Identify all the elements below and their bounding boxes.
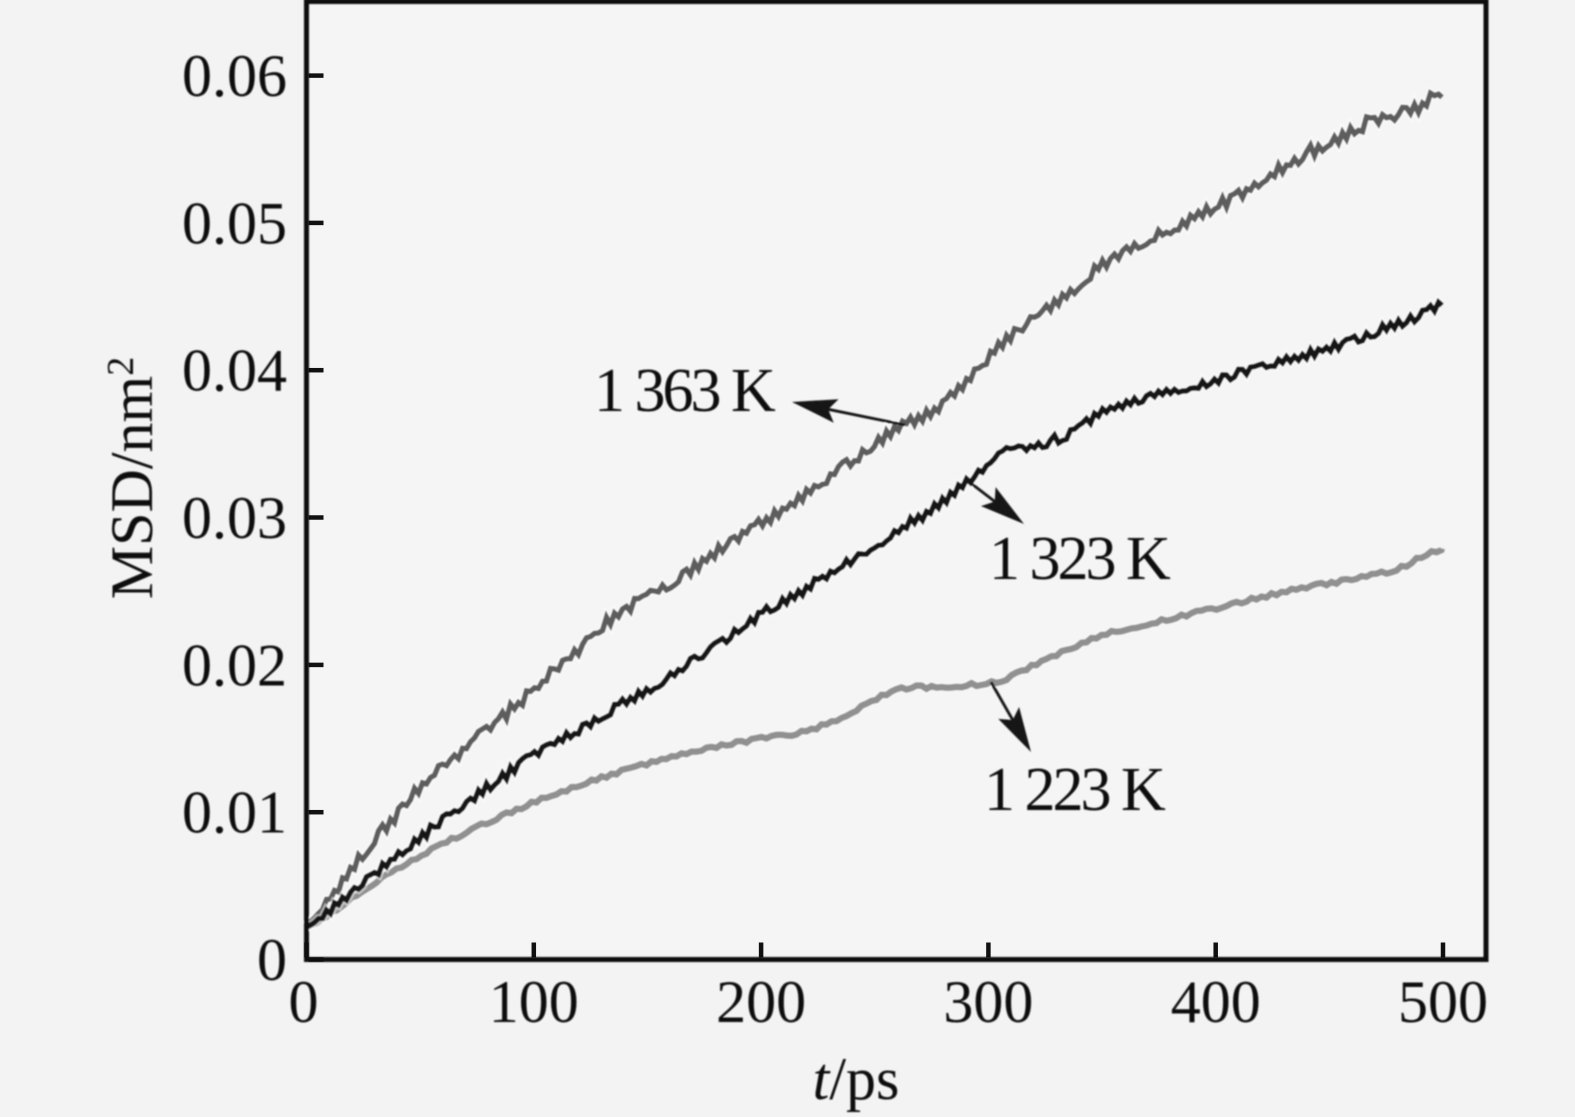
svg-text:0: 0	[257, 927, 287, 993]
svg-text:500: 500	[1398, 969, 1488, 1035]
svg-text:t/ps: t/ps	[813, 1046, 900, 1112]
svg-text:1 323 K: 1 323 K	[989, 525, 1171, 593]
svg-text:0.06: 0.06	[182, 43, 287, 109]
svg-text:MSD/nm2: MSD/nm2	[99, 357, 165, 599]
svg-text:1 363 K: 1 363 K	[594, 357, 776, 425]
svg-text:0.03: 0.03	[182, 485, 287, 551]
svg-text:0.04: 0.04	[182, 338, 287, 404]
svg-text:1 223 K: 1 223 K	[984, 756, 1166, 824]
svg-text:400: 400	[1171, 969, 1261, 1035]
svg-text:100: 100	[489, 969, 579, 1035]
svg-text:0.05: 0.05	[182, 190, 287, 256]
svg-text:0: 0	[289, 969, 319, 1035]
svg-text:0.01: 0.01	[182, 780, 287, 846]
svg-text:200: 200	[716, 969, 806, 1035]
svg-text:0.02: 0.02	[182, 632, 287, 698]
svg-text:300: 300	[943, 969, 1033, 1035]
